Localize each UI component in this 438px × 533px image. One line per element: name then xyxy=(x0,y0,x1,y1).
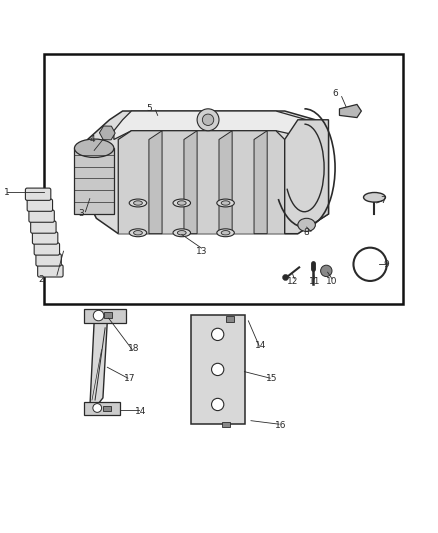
FancyBboxPatch shape xyxy=(36,254,61,266)
Text: 14: 14 xyxy=(134,407,146,416)
Circle shape xyxy=(93,310,104,321)
Ellipse shape xyxy=(217,229,234,237)
Polygon shape xyxy=(339,104,361,118)
Ellipse shape xyxy=(173,229,191,237)
Ellipse shape xyxy=(221,201,230,205)
Circle shape xyxy=(283,274,289,280)
FancyBboxPatch shape xyxy=(31,221,56,233)
FancyBboxPatch shape xyxy=(25,188,51,200)
Text: 1: 1 xyxy=(4,188,10,197)
Polygon shape xyxy=(90,321,107,409)
Text: 10: 10 xyxy=(326,277,338,286)
Text: 15: 15 xyxy=(266,374,277,383)
Ellipse shape xyxy=(177,231,186,235)
Polygon shape xyxy=(118,131,285,233)
Circle shape xyxy=(202,114,214,125)
FancyBboxPatch shape xyxy=(103,406,111,411)
Text: 13: 13 xyxy=(196,247,207,256)
Ellipse shape xyxy=(364,192,385,202)
Ellipse shape xyxy=(74,139,114,157)
FancyBboxPatch shape xyxy=(74,148,114,214)
Circle shape xyxy=(212,364,224,376)
Text: 2: 2 xyxy=(39,275,44,284)
FancyBboxPatch shape xyxy=(84,402,120,415)
FancyBboxPatch shape xyxy=(34,243,60,255)
Text: 9: 9 xyxy=(383,260,389,269)
Polygon shape xyxy=(254,131,267,233)
Text: 14: 14 xyxy=(255,341,266,350)
Ellipse shape xyxy=(217,199,234,207)
Ellipse shape xyxy=(129,199,147,207)
Circle shape xyxy=(212,398,224,410)
Circle shape xyxy=(212,328,224,341)
Polygon shape xyxy=(149,131,162,233)
Polygon shape xyxy=(285,120,328,233)
Ellipse shape xyxy=(134,231,142,235)
FancyBboxPatch shape xyxy=(27,199,53,211)
FancyBboxPatch shape xyxy=(104,312,112,318)
FancyBboxPatch shape xyxy=(226,316,234,322)
FancyBboxPatch shape xyxy=(38,265,63,277)
Ellipse shape xyxy=(221,231,230,235)
Text: 18: 18 xyxy=(128,344,139,353)
FancyBboxPatch shape xyxy=(222,422,230,427)
Text: 4: 4 xyxy=(89,135,95,144)
Polygon shape xyxy=(184,131,197,233)
FancyBboxPatch shape xyxy=(84,309,126,322)
Text: 7: 7 xyxy=(380,196,386,205)
Polygon shape xyxy=(114,111,315,140)
Ellipse shape xyxy=(177,201,186,205)
Text: 5: 5 xyxy=(146,104,152,114)
Text: 17: 17 xyxy=(124,374,135,383)
Polygon shape xyxy=(219,131,232,233)
Text: 12: 12 xyxy=(287,277,298,286)
Text: 11: 11 xyxy=(309,277,320,286)
Text: 6: 6 xyxy=(332,89,338,98)
Ellipse shape xyxy=(129,229,147,237)
Text: 3: 3 xyxy=(78,209,84,219)
FancyBboxPatch shape xyxy=(191,315,245,424)
Text: 16: 16 xyxy=(275,421,286,430)
Text: 8: 8 xyxy=(304,228,310,237)
Ellipse shape xyxy=(173,199,191,207)
Circle shape xyxy=(353,248,387,281)
FancyBboxPatch shape xyxy=(44,54,403,304)
Circle shape xyxy=(93,403,102,413)
FancyBboxPatch shape xyxy=(32,232,58,244)
Circle shape xyxy=(321,265,332,277)
Ellipse shape xyxy=(134,201,142,205)
Polygon shape xyxy=(88,111,328,233)
Ellipse shape xyxy=(298,219,315,231)
Circle shape xyxy=(197,109,219,131)
FancyBboxPatch shape xyxy=(29,210,54,222)
